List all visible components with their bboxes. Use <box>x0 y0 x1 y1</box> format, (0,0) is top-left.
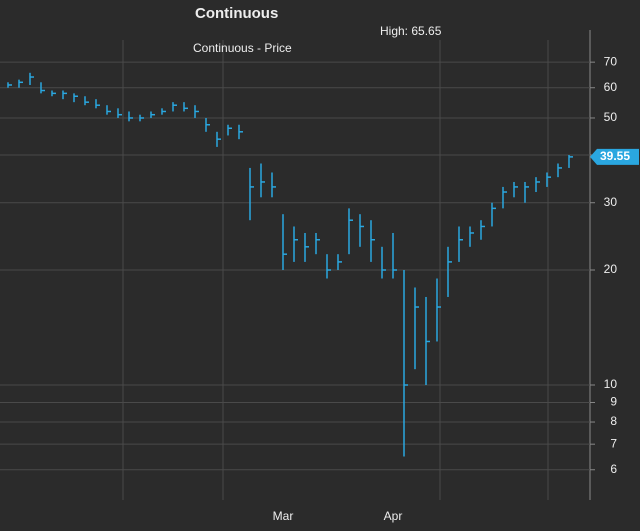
x-tick-label: Mar <box>273 509 294 523</box>
annotation: High: 65.65 <box>380 24 442 38</box>
chart-title: Continuous <box>195 5 278 22</box>
y-tick-label: 60 <box>604 80 618 94</box>
last-value-box <box>590 148 639 165</box>
last-value-label: 39.55 <box>600 149 630 163</box>
y-tick-label: 30 <box>604 195 618 209</box>
y-tick-label: 7 <box>610 436 617 450</box>
y-tick-label: 70 <box>604 54 618 68</box>
y-tick-label: 10 <box>604 377 618 391</box>
y-tick-label: 9 <box>610 395 617 409</box>
y-tick-label: 50 <box>604 110 618 124</box>
y-tick-label: 6 <box>610 462 617 476</box>
x-tick-label: Apr <box>384 509 403 523</box>
y-tick-label: 8 <box>610 414 617 428</box>
legend-label: Continuous - Price <box>193 41 292 55</box>
y-tick-label: 20 <box>604 262 618 276</box>
